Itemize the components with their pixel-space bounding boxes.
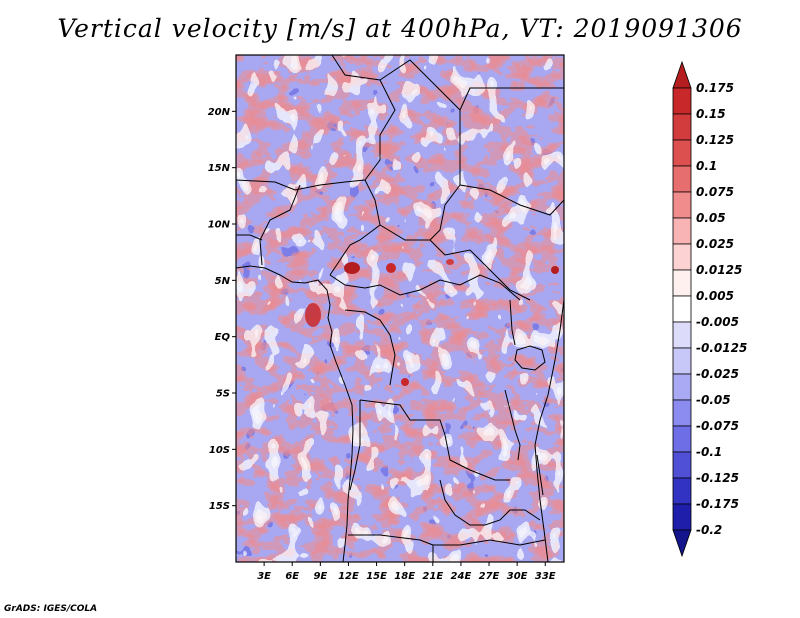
colorbar-label: 0.05 bbox=[696, 211, 726, 225]
lon-label: 9E bbox=[313, 571, 327, 582]
colorbar-label: 0.075 bbox=[696, 185, 734, 199]
colorbar-segment bbox=[672, 243, 692, 271]
colorbar-label: -0.005 bbox=[696, 315, 739, 329]
colorbar-segment bbox=[672, 503, 692, 531]
lake-malawi bbox=[536, 454, 544, 496]
colorbar-segment bbox=[672, 165, 692, 193]
colorbar-segment bbox=[672, 191, 692, 219]
west-africa-coastline bbox=[236, 265, 354, 562]
lon-label: 30E bbox=[507, 571, 528, 582]
latitude-axis: 20N 15N 10N 5N EQ 5S 10S 15S bbox=[208, 107, 236, 512]
lon-label: 12E bbox=[338, 571, 359, 582]
colorbar-segment bbox=[672, 399, 692, 427]
colorbar-label: 0.005 bbox=[696, 289, 734, 303]
colorbar-segment bbox=[672, 425, 692, 453]
updraft-spot bbox=[446, 259, 454, 265]
colorbar-segment bbox=[672, 87, 692, 115]
lat-label: 20N bbox=[208, 107, 231, 118]
lat-label: 15S bbox=[209, 501, 230, 512]
lon-label: 33E bbox=[535, 571, 556, 582]
colorbar: 0.175 0.15 0.125 0.1 0.075 0.05 0.025 0.0125 0.0… bbox=[672, 60, 747, 558]
colorbar-label: -0.2 bbox=[696, 523, 722, 537]
colorbar-segment bbox=[672, 373, 692, 401]
map-frame bbox=[235, 54, 565, 563]
updraft-spot bbox=[386, 263, 396, 273]
colorbar-label: 0.1 bbox=[696, 159, 717, 173]
updraft-spot bbox=[551, 266, 559, 274]
lat-label: 5S bbox=[216, 389, 230, 400]
lake-tanganyika bbox=[504, 389, 521, 461]
colorbar-label: 0.125 bbox=[696, 133, 734, 147]
colorbar-label: -0.175 bbox=[696, 497, 739, 511]
updraft-spot bbox=[401, 378, 409, 386]
grads-credit: GrADS: IGES/COLA bbox=[4, 604, 98, 614]
lon-label: 27E bbox=[479, 571, 500, 582]
colorbar-segment bbox=[672, 139, 692, 167]
colorbar-segment bbox=[672, 321, 692, 349]
lat-label: 10S bbox=[209, 445, 230, 456]
updraft-spot bbox=[305, 303, 321, 327]
lat-label: 10N bbox=[208, 220, 231, 231]
lat-label: 15N bbox=[208, 163, 231, 174]
lat-label: EQ bbox=[215, 332, 231, 343]
colorbar-label: -0.025 bbox=[696, 367, 739, 381]
colorbar-label: -0.0125 bbox=[696, 341, 747, 355]
lon-label: 24E bbox=[451, 571, 472, 582]
lake-victoria bbox=[514, 345, 546, 371]
updraft-spot bbox=[344, 262, 360, 274]
colorbar-label: 0.0125 bbox=[696, 263, 742, 277]
longitude-axis: 3E 6E 9E 12E 15E 18E 21E 24E 27E 30E 33E bbox=[257, 562, 556, 582]
velocity-field bbox=[236, 55, 564, 562]
lon-label: 6E bbox=[285, 571, 299, 582]
colorbar-label: 0.15 bbox=[696, 107, 726, 121]
boundaries bbox=[236, 55, 564, 562]
lat-label: 5N bbox=[215, 276, 231, 287]
lon-label: 21E bbox=[422, 571, 443, 582]
colorbar-segment bbox=[672, 113, 692, 141]
colorbar-label: 0.025 bbox=[696, 237, 734, 251]
colorbar-segment bbox=[672, 347, 692, 375]
colorbar-segment bbox=[672, 529, 692, 558]
lon-label: 3E bbox=[257, 571, 271, 582]
lon-label: 15E bbox=[366, 571, 387, 582]
colorbar-segment bbox=[672, 451, 692, 479]
chart-title: Vertical velocity [m/s] at 400hPa, VT: 2… bbox=[57, 14, 743, 43]
colorbar-segment bbox=[672, 217, 692, 245]
colorbar-segment bbox=[672, 60, 692, 89]
colorbar-label: -0.075 bbox=[696, 419, 739, 433]
colorbar-label: -0.125 bbox=[696, 471, 739, 485]
colorbar-segment bbox=[672, 477, 692, 505]
colorbar-segment bbox=[672, 295, 692, 323]
lon-label: 18E bbox=[394, 571, 415, 582]
colorbar-label: -0.05 bbox=[696, 393, 731, 407]
colorbar-segment bbox=[672, 269, 692, 297]
colorbar-label: 0.175 bbox=[696, 81, 734, 95]
east-africa-coastline bbox=[534, 299, 564, 562]
colorbar-label: -0.1 bbox=[696, 445, 722, 459]
